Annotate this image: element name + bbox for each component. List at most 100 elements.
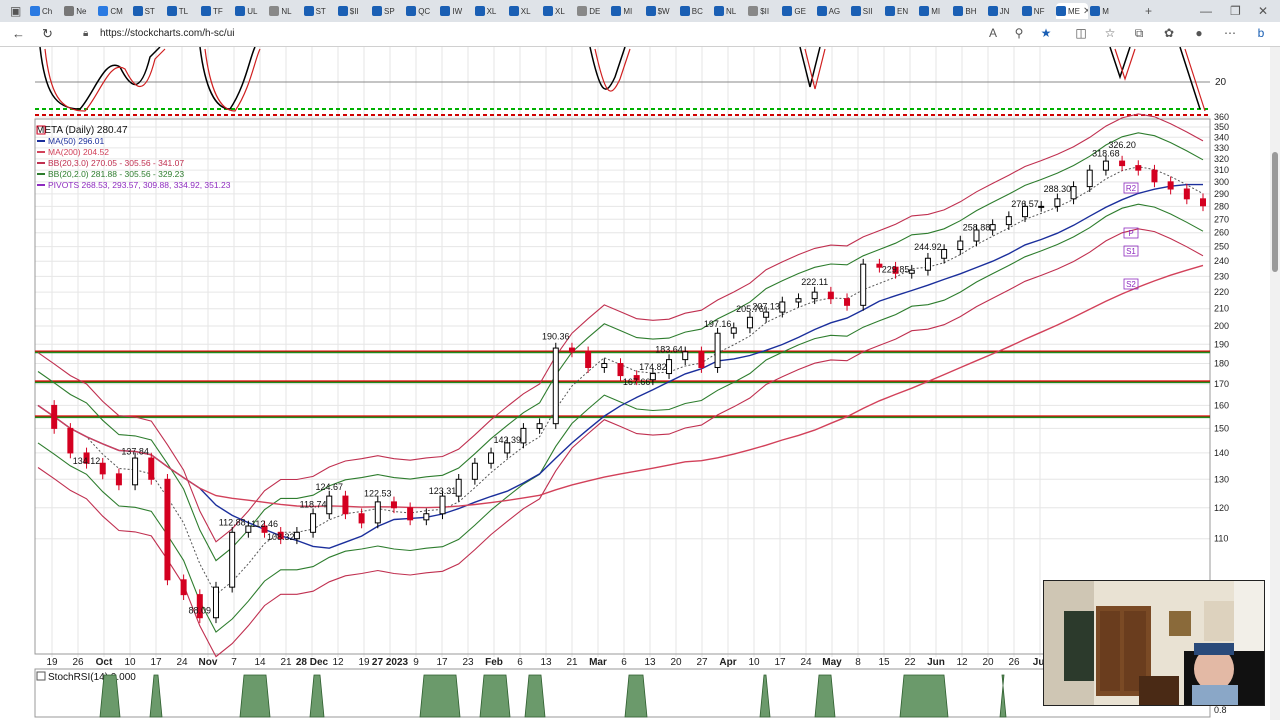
browser-tab[interactable]: M	[1090, 3, 1122, 19]
browser-tab[interactable]: BH	[953, 3, 985, 19]
candle-body	[1200, 198, 1206, 207]
indicator-level-label: 20	[1215, 77, 1227, 88]
x-tick-label: 24	[176, 657, 188, 668]
back-arrow-icon[interactable]: ←	[12, 26, 25, 41]
maximize-button[interactable]: ❐	[1230, 4, 1241, 18]
candle-body	[973, 229, 980, 242]
profile-avatar-icon[interactable]: ●	[1195, 26, 1203, 40]
browser-tab[interactable]: NF	[1021, 3, 1054, 19]
legend-entry: MA(200) 204.52	[48, 147, 109, 157]
x-tick-label: 7	[231, 657, 237, 668]
browser-tab[interactable]: MI	[611, 3, 643, 19]
support-resistance-lines	[35, 350, 1210, 419]
collections-icon[interactable]: ⧉	[1134, 26, 1144, 40]
tab-label: BC	[691, 6, 703, 16]
browser-tab[interactable]: SII	[850, 3, 883, 19]
tab-favicon-icon	[508, 6, 519, 16]
browser-tab[interactable]: CM	[98, 3, 130, 19]
zoom-icon[interactable]: ⚲	[1014, 26, 1024, 40]
scrollbar-thumb[interactable]	[1272, 152, 1278, 272]
tab-favicon-icon	[885, 6, 895, 16]
browser-tab[interactable]: SP	[372, 3, 404, 19]
tab-favicon-icon	[406, 6, 417, 16]
favorite-star-icon[interactable]: ★	[1040, 26, 1052, 40]
x-tick-label: 21	[280, 657, 292, 668]
browser-tab[interactable]: XL	[543, 3, 575, 19]
browser-tab[interactable]: NL	[714, 3, 746, 19]
x-tick-label: 17	[774, 657, 786, 668]
x-axis: 19 26 Oct 10 17 24 Nov 7 14 21 28 Dec 12 19 27 2023 9 1…	[46, 657, 1047, 668]
tab-label: MI	[931, 6, 941, 16]
x-tick-label: 22	[904, 657, 916, 668]
close-window-button[interactable]: ✕	[1258, 4, 1269, 18]
favorites-icon[interactable]: ☆	[1104, 26, 1116, 40]
more-menu-icon[interactable]: ⋯	[1224, 26, 1236, 40]
browser-tab[interactable]: QC	[406, 3, 438, 19]
split-screen-icon[interactable]: ◫	[1075, 26, 1087, 40]
browser-tab[interactable]: ME ✕	[1056, 3, 1089, 19]
tab-label: JN	[999, 6, 1010, 16]
candle-body	[698, 351, 705, 369]
browser-tab[interactable]: $II	[337, 3, 370, 19]
browser-tab[interactable]: AG	[816, 3, 849, 19]
browser-tab[interactable]: ST	[132, 3, 165, 19]
candle-body	[1005, 216, 1012, 226]
browser-tab[interactable]: IW	[440, 3, 472, 19]
tab-label: QC	[418, 6, 431, 16]
page-scrollbar[interactable]	[1270, 47, 1280, 720]
browser-tab[interactable]: UL	[235, 3, 267, 19]
x-tick-label: Jul	[1033, 657, 1048, 668]
x-tick-label: May	[822, 657, 842, 668]
browser-tab[interactable]: MI	[919, 3, 951, 19]
copilot-icon[interactable]: b	[1257, 26, 1265, 40]
browser-tab[interactable]: $W	[645, 3, 678, 19]
extensions-icon[interactable]: ✿	[1163, 26, 1175, 40]
tab-close-icon[interactable]: ✕	[1083, 5, 1089, 17]
y-tick-label: 180	[1214, 359, 1229, 369]
candle-body	[1119, 160, 1126, 167]
new-tab-button[interactable]: +	[1145, 4, 1153, 18]
y-tick-label: 240	[1214, 256, 1229, 266]
pivot-label-box	[1123, 227, 1139, 239]
browser-tab[interactable]: Ch	[30, 3, 62, 19]
browser-tab[interactable]: EN	[885, 3, 917, 19]
bb-3-lower	[37, 228, 1204, 658]
x-tick-label: 10	[748, 657, 760, 668]
candle-body	[115, 473, 122, 486]
read-aloud-icon[interactable]: A	[988, 26, 997, 40]
candle-body	[633, 375, 640, 381]
price-annotation: 318.68	[1092, 148, 1120, 158]
y-tick-label: 340	[1214, 132, 1229, 142]
browser-tab[interactable]: TF	[201, 3, 233, 19]
tab-label: BH	[965, 6, 977, 16]
refresh-icon[interactable]: ↻	[42, 26, 53, 41]
candle-body	[293, 531, 300, 540]
stochrsi-panel: StochRSI(14) 0.000 0.8	[34, 668, 1227, 718]
price-annotation: 142.39	[493, 435, 521, 445]
y-tick-label: 170	[1214, 379, 1229, 389]
browser-tab[interactable]: DE	[577, 3, 609, 19]
browser-tab[interactable]: TL	[166, 3, 199, 19]
browser-tab[interactable]: ST	[303, 3, 336, 19]
tab-label: GE	[794, 6, 806, 16]
browser-tab[interactable]: XL	[474, 3, 507, 19]
window-menu-icon[interactable]: ▣	[10, 4, 22, 18]
browser-tab[interactable]: BC	[679, 3, 712, 19]
browser-tab[interactable]: NL	[269, 3, 301, 19]
url-field[interactable]: 🔒︎ https://stockcharts.com/h-sc/ui	[78, 25, 1020, 43]
browser-tab[interactable]: Ne	[64, 3, 96, 19]
browser-tab[interactable]: $II	[748, 3, 780, 19]
candle-body	[358, 513, 365, 524]
candle-body	[908, 269, 915, 274]
url-text: https://stockcharts.com/h-sc/ui	[100, 28, 235, 39]
minimize-button[interactable]: —	[1200, 4, 1212, 18]
price-annotation: 134.12	[73, 456, 101, 466]
browser-tab[interactable]: XL	[508, 3, 541, 19]
tab-favicon-icon	[337, 6, 348, 16]
x-tick-label: 27	[696, 657, 708, 668]
plot-background	[35, 47, 1210, 667]
browser-tab[interactable]: JN	[987, 3, 1020, 19]
y-tick-label: 350	[1214, 122, 1229, 132]
stochrsi-area	[899, 674, 949, 718]
browser-tab[interactable]: GE	[782, 3, 814, 19]
